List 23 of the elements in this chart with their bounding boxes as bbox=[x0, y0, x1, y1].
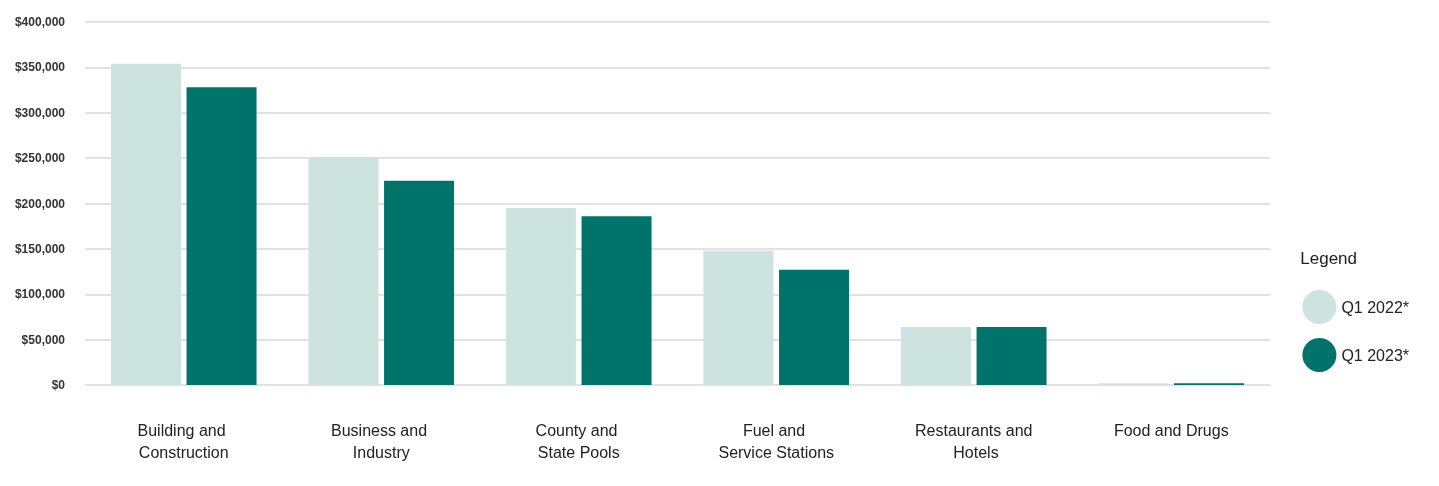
y-tick-label: $100,000 bbox=[14, 287, 66, 302]
x-tick-label: County and State Pools bbox=[535, 421, 622, 461]
bar bbox=[976, 326, 1047, 385]
y-tick-label: $150,000 bbox=[14, 241, 66, 256]
y-tick-label: $300,000 bbox=[14, 105, 66, 120]
y-tick-label: $50,000 bbox=[21, 332, 66, 347]
y-tick-label: $200,000 bbox=[14, 196, 66, 211]
bar bbox=[384, 180, 455, 385]
bar bbox=[581, 216, 652, 385]
legend-label: Q1 2023* bbox=[1341, 346, 1409, 364]
y-tick-label: $0 bbox=[51, 378, 66, 392]
y-tick-label: $250,000 bbox=[14, 151, 66, 166]
x-tick-label: Restaurants and Hotels bbox=[915, 421, 1033, 461]
legend-title: Legend bbox=[1300, 249, 1358, 268]
x-tick-label: Food and Drugs bbox=[1113, 421, 1229, 439]
x-tick-label: Business and Industry bbox=[330, 421, 432, 461]
x-tick-label: Fuel and Service Stations bbox=[718, 421, 835, 461]
bar bbox=[779, 269, 850, 385]
legend-label: Q1 2022* bbox=[1341, 298, 1409, 316]
x-tick-label: Building and Construction bbox=[137, 421, 231, 461]
y-tick-label: $350,000 bbox=[14, 60, 66, 75]
y-tick-label: $400,000 bbox=[14, 15, 66, 29]
bar bbox=[186, 87, 257, 385]
